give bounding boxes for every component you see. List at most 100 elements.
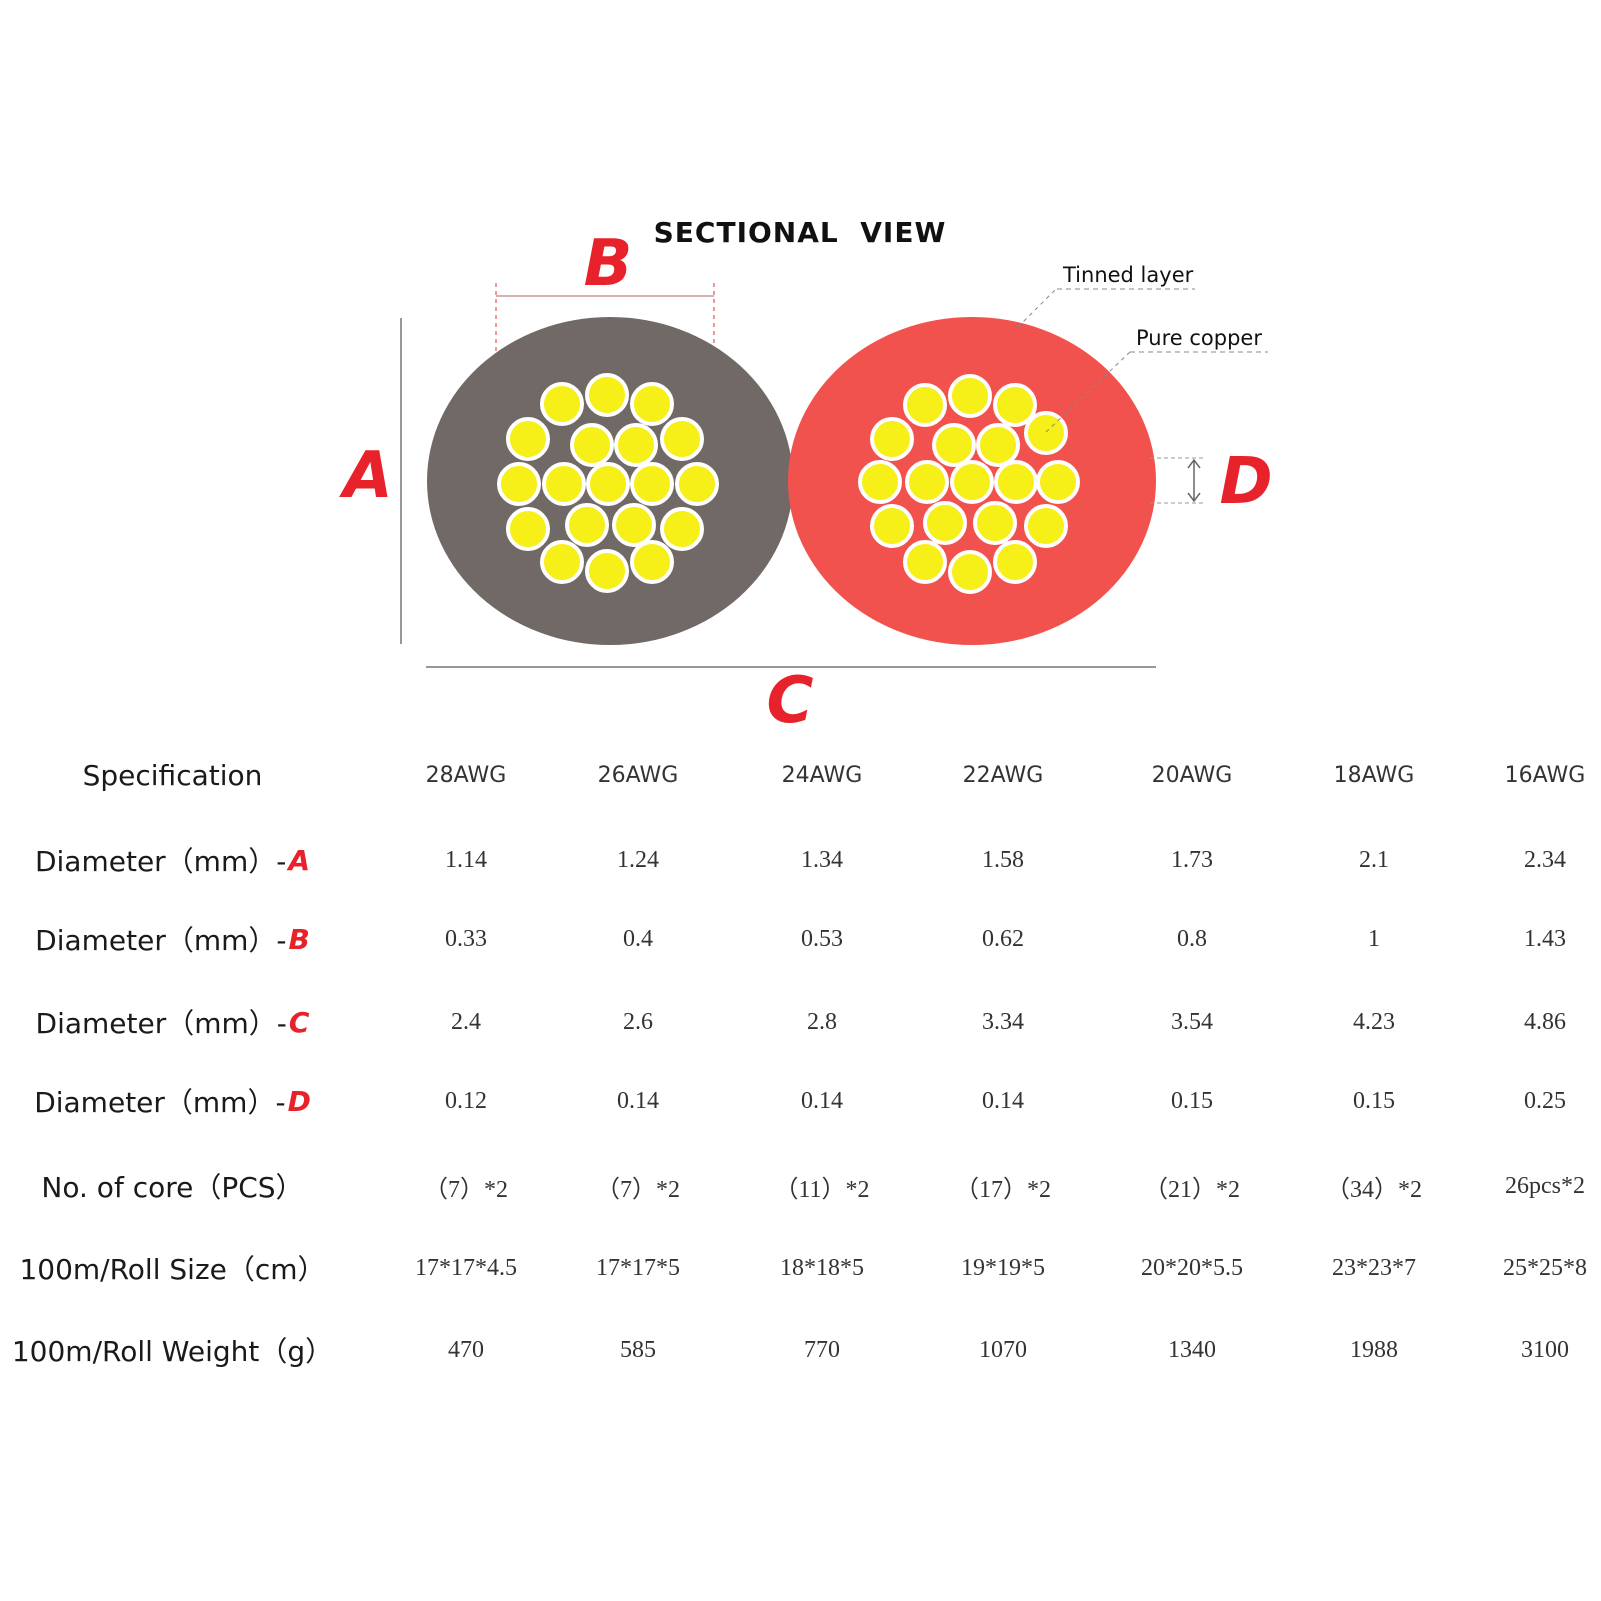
strand: [993, 383, 1037, 427]
row-label-text: Diameter（mm）-: [35, 924, 287, 957]
row-label-suffix: A: [288, 843, 311, 877]
row-label-suffix: D: [287, 1084, 311, 1118]
strand: [923, 501, 967, 545]
table-cell: 0.15: [1353, 1087, 1395, 1114]
strand: [630, 382, 674, 426]
table-cell: （21）*2: [1144, 1176, 1240, 1203]
strand: [586, 462, 630, 506]
table-cell: 0.15: [1171, 1087, 1213, 1114]
strand: [870, 504, 914, 548]
table-row: No. of core（PCS） （7）*2 （7）*2 （11）*2 （17）*2 （2…: [0, 1156, 1601, 1216]
table-row: 100m/Roll Size（cm） 17*17*4.5 17*17*5 18*18*…: [0, 1238, 1601, 1298]
table-cell: 1: [1368, 925, 1380, 952]
sectional-view-diagram: SECTIONAL VIEW B A Tinned layer Pure cop…: [338, 216, 1272, 738]
strand: [660, 417, 704, 461]
column-header-18awg: 18AWG: [1333, 762, 1415, 788]
right-strands: [858, 374, 1080, 594]
table-cell: 585: [620, 1336, 656, 1363]
header-label: Specification: [82, 758, 263, 792]
spec-table: Specification 28AWG 26AWG 24AWG 22AWG 20AWG 18…: [0, 745, 1601, 1405]
row-label: 100m/Roll Weight（g）: [0, 1320, 345, 1380]
strand: [1036, 460, 1080, 504]
tinned-layer-label: Tinned layer: [1062, 263, 1194, 287]
table-cell: 19*19*5: [961, 1254, 1045, 1281]
table-row: 100m/Roll Weight（g） 470 585 770 1070 1340 1988…: [0, 1320, 1601, 1380]
table-cell: 1.58: [982, 846, 1024, 873]
strand: [540, 540, 584, 584]
table-cell: 25*25*8: [1503, 1254, 1587, 1281]
strand: [950, 460, 994, 504]
column-header-28awg: 28AWG: [425, 762, 507, 788]
strand: [614, 423, 658, 467]
table-cell: 18*18*5: [780, 1254, 864, 1281]
column-header-20awg: 20AWG: [1151, 762, 1233, 788]
table-cell: 1988: [1350, 1336, 1398, 1363]
left-strands: [497, 373, 719, 593]
strand: [540, 382, 584, 426]
row-label-suffix: C: [288, 1005, 310, 1039]
row-label: No. of core（PCS）: [0, 1156, 345, 1216]
table-cell: 23*23*7: [1332, 1254, 1416, 1281]
row-label: Diameter（mm）- C: [0, 992, 345, 1052]
strand: [570, 423, 614, 467]
table-cell: 0.53: [801, 925, 843, 952]
table-cell: 1.34: [801, 846, 843, 873]
table-cell: 17*17*4.5: [415, 1254, 517, 1281]
table-cell: 17*17*5: [596, 1254, 680, 1281]
tinned-layer-callout: [1017, 287, 1195, 328]
table-row: Diameter（mm）- C 2.4 2.6 2.8 3.34 3.54 4.23 4.86: [0, 992, 1601, 1052]
column-header-16awg: 16AWG: [1504, 762, 1586, 788]
pure-copper-label: Pure copper: [1136, 326, 1262, 350]
table-cell: 0.8: [1177, 925, 1207, 952]
dimension-a-label: A: [338, 439, 393, 513]
strand: [976, 423, 1020, 467]
right-conductor: [788, 317, 1156, 645]
table-cell: （17）*2: [955, 1176, 1051, 1203]
dimension-d-label: D: [1219, 445, 1272, 519]
table-cell: 4.86: [1524, 1008, 1566, 1035]
table-cell: 1070: [979, 1336, 1027, 1363]
row-label: Diameter（mm）- D: [0, 1071, 345, 1131]
strand: [612, 503, 656, 547]
strand: [903, 383, 947, 427]
strand: [630, 540, 674, 584]
table-cell: 2.34: [1524, 846, 1566, 873]
strand: [660, 507, 704, 551]
dimension-c-label: C: [767, 664, 814, 738]
table-cell: 770: [804, 1336, 840, 1363]
table-cell: 1.24: [617, 846, 659, 873]
table-cell: 2.1: [1359, 846, 1389, 873]
table-cell: 0.62: [982, 925, 1024, 952]
strand: [585, 373, 629, 417]
strand: [565, 503, 609, 547]
table-cell: 0.25: [1524, 1087, 1566, 1114]
column-header-26awg: 26AWG: [597, 762, 679, 788]
table-cell: （11）*2: [774, 1176, 870, 1203]
table-cell: 0.4: [623, 925, 653, 952]
strand: [948, 374, 992, 418]
row-label-text: 100m/Roll Weight（g）: [11, 1335, 334, 1368]
table-cell: 0.33: [445, 925, 487, 952]
strand: [506, 507, 550, 551]
row-label-text: Diameter（mm）-: [34, 845, 287, 878]
column-header-22awg: 22AWG: [962, 762, 1044, 788]
table-cell: （34）*2: [1326, 1176, 1422, 1203]
strand: [542, 462, 586, 506]
strand: [948, 550, 992, 594]
table-cell: 2.8: [807, 1008, 837, 1035]
dimension-d-marker: [1150, 457, 1206, 504]
row-label-suffix: B: [288, 922, 310, 956]
strand: [870, 417, 914, 461]
strand: [858, 460, 902, 504]
row-label-text: No. of core（PCS）: [41, 1171, 304, 1204]
row-label-text: Diameter（mm）-: [34, 1086, 286, 1119]
table-cell: 26pcs*2: [1505, 1172, 1585, 1199]
table-cell: 4.23: [1353, 1008, 1395, 1035]
left-conductor: [427, 317, 793, 645]
row-label-text: 100m/Roll Size（cm）: [19, 1253, 326, 1286]
strand: [994, 460, 1038, 504]
strand: [630, 462, 674, 506]
table-cell: （7）*2: [596, 1176, 680, 1203]
table-row: Diameter（mm）- A 1.14 1.24 1.34 1.58 1.73 2.1 2.3…: [0, 830, 1601, 890]
row-label: Diameter（mm）- B: [0, 909, 345, 969]
